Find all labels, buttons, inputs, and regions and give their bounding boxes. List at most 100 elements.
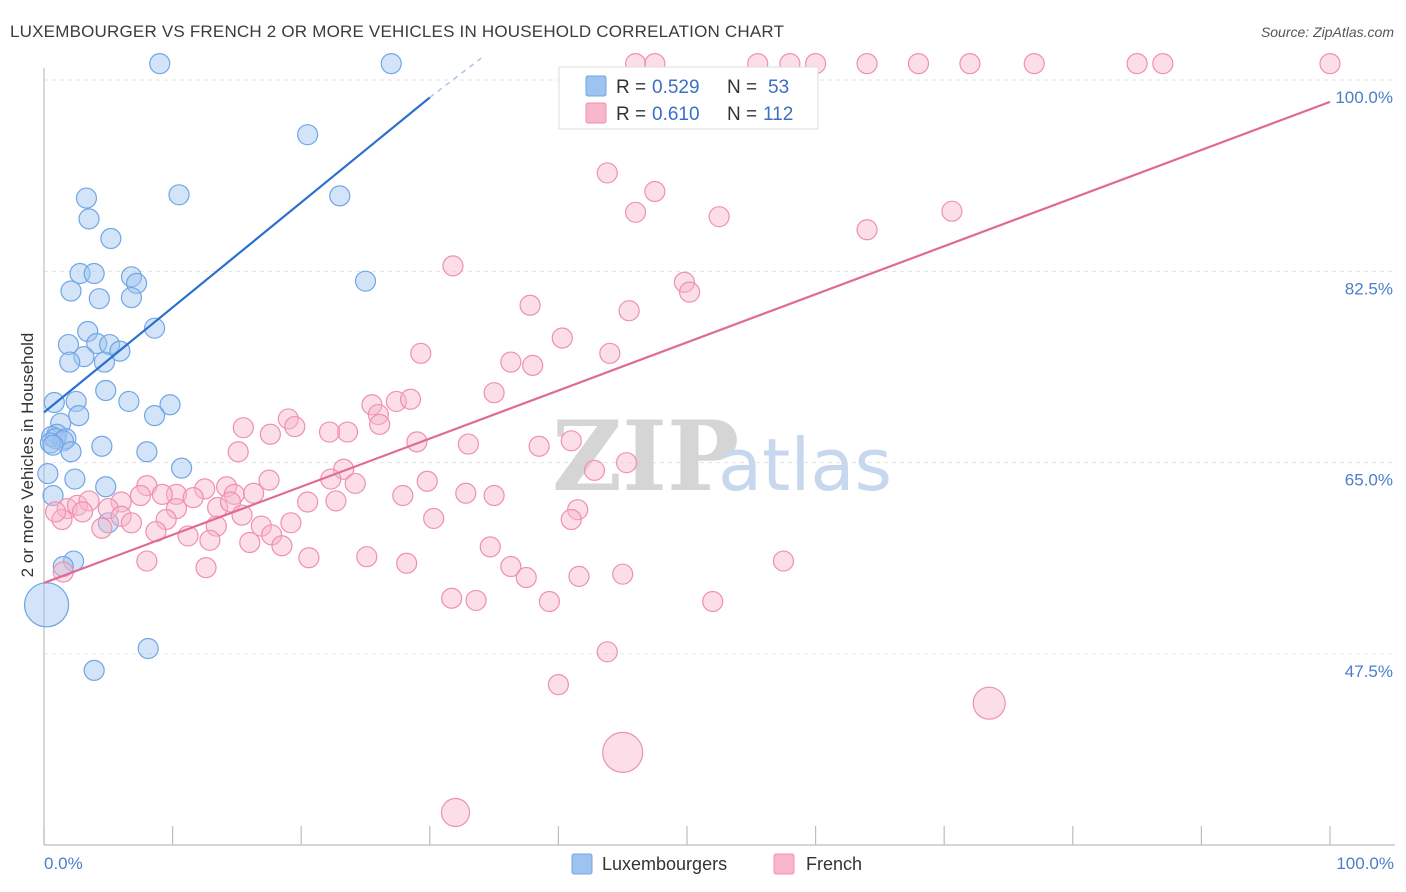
luxembourger-point — [171, 457, 193, 479]
french-point — [644, 180, 666, 203]
luxembourger-point — [42, 434, 64, 456]
legend-label-luxembourgers: Luxembourgers — [602, 854, 727, 874]
watermark-atlas: atlas — [718, 423, 892, 507]
french-point — [151, 483, 173, 505]
luxembourger-point — [57, 333, 80, 356]
french-point — [972, 686, 1006, 720]
x-tick-label-start: 0.0% — [44, 854, 83, 873]
french-point — [455, 482, 477, 504]
luxembourger-point — [100, 227, 122, 250]
legend-n-value-1: 53 — [768, 77, 789, 98]
luxembourger-point — [23, 582, 70, 628]
legend-swatch-french-bottom — [773, 853, 795, 875]
french-point — [708, 206, 730, 228]
legend-r-label-2: R = — [616, 104, 646, 125]
legend-r-label-1: R = — [616, 77, 646, 98]
legend-n-value-2: 112 — [763, 104, 793, 125]
french-point — [227, 441, 249, 463]
french-point — [702, 590, 724, 613]
legend-r-value-2: 0.610 — [652, 104, 700, 125]
luxembourger-point — [60, 280, 82, 302]
luxembourger-point — [42, 484, 64, 507]
french-point — [624, 201, 647, 223]
french-point — [271, 535, 293, 557]
luxembourger-point — [52, 430, 74, 452]
watermark-zip: ZIP — [552, 400, 739, 513]
french-point — [194, 478, 216, 500]
french-point — [416, 470, 438, 492]
french-point — [71, 501, 94, 523]
french-point — [120, 512, 143, 534]
french-point — [483, 484, 505, 507]
french-point — [941, 200, 963, 222]
luxembourger-point — [137, 637, 159, 660]
french-point — [325, 490, 347, 512]
french-point — [551, 327, 573, 349]
french-point — [336, 421, 359, 443]
watermark: ZIP atlas — [552, 400, 892, 513]
french-point — [673, 271, 696, 293]
french-point — [500, 555, 522, 578]
french-point — [560, 508, 582, 531]
french-point — [596, 641, 618, 663]
french-point — [907, 52, 930, 75]
legend-r-value-1: 0.529 — [652, 77, 700, 98]
french-point — [182, 487, 204, 509]
french-point — [136, 550, 158, 572]
french-point — [129, 484, 152, 507]
french-point — [602, 731, 644, 774]
luxembourger-point — [37, 463, 59, 485]
luxembourger-point — [95, 379, 117, 402]
french-point — [356, 546, 378, 568]
y-tick-label: 65.0% — [1345, 471, 1393, 490]
french-point — [232, 417, 254, 439]
french-point — [583, 459, 606, 481]
french-point — [1126, 52, 1148, 75]
french-point — [538, 590, 560, 613]
legend-n-label-1: N = — [727, 77, 757, 98]
french-point — [297, 491, 319, 513]
luxembourger-point — [136, 441, 158, 463]
french-point — [199, 529, 221, 551]
french-point — [440, 797, 471, 828]
luxembourger-point — [380, 52, 402, 75]
french-point — [410, 342, 432, 364]
french-point — [91, 517, 113, 539]
chart-title: LUXEMBOURGER VS FRENCH 2 OR MORE VEHICLE… — [10, 22, 785, 41]
french-point — [406, 431, 428, 453]
french-point — [195, 557, 217, 579]
luxembourger-point — [95, 476, 117, 498]
french-point — [856, 219, 878, 241]
luxembourger-point — [98, 333, 121, 356]
luxembourger-point — [143, 405, 166, 427]
luxembourger-point — [83, 262, 105, 285]
luxembourger-point — [168, 184, 190, 206]
x-tick-label-end: 100.0% — [1336, 854, 1394, 873]
french-point — [528, 435, 550, 457]
luxembourger-point — [354, 270, 377, 292]
luxembourger-point — [60, 441, 82, 463]
luxembourger-point — [68, 405, 90, 427]
y-tick-label: 47.5% — [1345, 662, 1393, 681]
legend-n-label-2: N = — [727, 104, 757, 125]
data-points — [23, 52, 1341, 828]
french-point — [515, 566, 537, 589]
french-point — [772, 550, 795, 572]
legend-swatch-luxembourgers — [585, 75, 607, 97]
trend-lines — [43, 57, 1331, 584]
french-point — [399, 388, 422, 410]
french-point — [678, 281, 701, 303]
legend-swatch-french — [585, 102, 607, 124]
luxembourger-point — [59, 351, 81, 373]
source-label: Source: ZipAtlas.com — [1260, 24, 1394, 40]
french-point — [465, 589, 487, 612]
french-point — [243, 482, 265, 504]
french-point — [547, 674, 570, 696]
french-point — [369, 413, 391, 435]
luxembourger-point — [64, 468, 86, 490]
french-point — [44, 501, 67, 523]
french-point — [396, 552, 418, 574]
french-point — [318, 421, 341, 443]
y-axis-label: 2 or more Vehicles in Household — [18, 333, 37, 578]
